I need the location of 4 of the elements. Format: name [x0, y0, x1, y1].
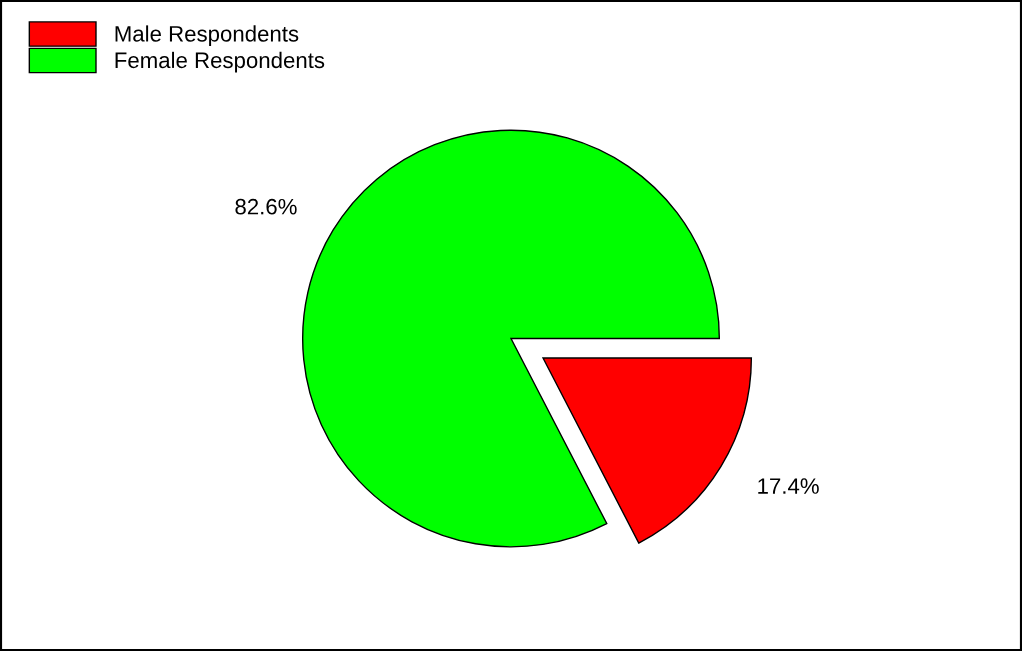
legend-label: Male Respondents [115, 25, 299, 47]
data-label: 17.4% [758, 478, 819, 494]
legend-label: Female Respondents [115, 51, 325, 73]
data-label: 82.6% [235, 198, 297, 215]
